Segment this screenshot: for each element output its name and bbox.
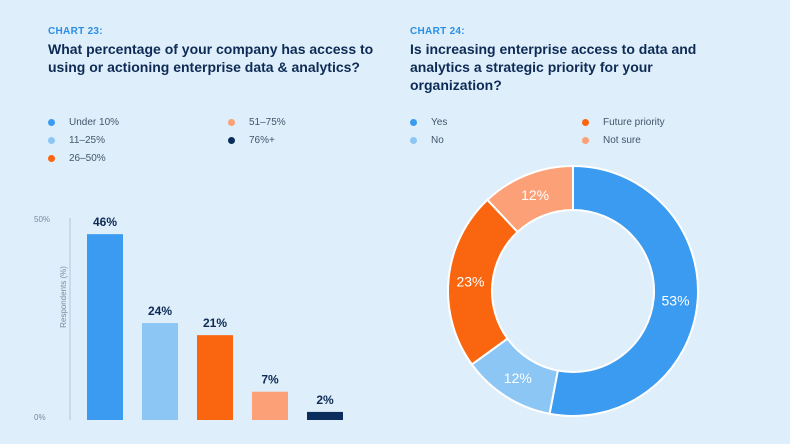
legend-label: 26–50%	[69, 152, 106, 164]
bar-4	[307, 411, 343, 420]
legend-label: Future priority	[603, 116, 665, 128]
legend-swatch-icon	[410, 136, 417, 144]
legend-item-no: No	[410, 134, 444, 146]
chart-23-panel: CHART 23: What percentage of your compan…	[34, 26, 374, 422]
bar-1	[142, 323, 178, 420]
legend-item-26-50: 26–50%	[48, 152, 106, 164]
legend-item-future-priority: Future priority	[582, 116, 665, 128]
slice-value-label: 12%	[504, 370, 532, 386]
legend-label: Yes	[431, 116, 448, 128]
bar-value-label: 24%	[148, 304, 172, 318]
legend-swatch-icon	[582, 136, 589, 144]
legend-swatch-icon	[48, 118, 55, 126]
bar-value-label: 46%	[93, 215, 117, 229]
legend-swatch-icon	[410, 118, 417, 126]
bar-value-label: 2%	[316, 393, 334, 407]
bar-2	[197, 335, 233, 420]
legend-label: Under 10%	[69, 116, 120, 128]
legend-label: Not sure	[603, 134, 641, 146]
legend-label: No	[431, 134, 444, 146]
bar-chart: 50% 0% Respondents (%) 46% 24% 21% 7% 2%	[34, 215, 343, 422]
y-axis-title: Respondents (%)	[59, 266, 68, 328]
slice-value-label: 12%	[521, 187, 549, 203]
legend-swatch-icon	[48, 136, 55, 144]
legend-label: 11–25%	[69, 134, 105, 146]
slice-value-label: 53%	[662, 293, 690, 309]
legend-item-51-75: 51–75%	[228, 116, 286, 128]
legend-swatch-icon	[48, 154, 55, 162]
bar-value-label: 21%	[203, 316, 227, 330]
bar-3	[252, 391, 288, 420]
y-tick-label-50: 50%	[34, 215, 50, 224]
legend-swatch-icon	[228, 136, 235, 144]
legend-swatch-icon	[582, 118, 589, 126]
bar-0	[87, 234, 123, 420]
bar-value-label: 7%	[261, 373, 279, 387]
slice-value-label: 23%	[456, 273, 484, 289]
donut-chart: 53% 12% 23% 12%	[447, 164, 699, 417]
legend-item-not-sure: Not sure	[582, 134, 641, 146]
chart-24-panel: CHART 24: Is increasing enterprise acces…	[395, 0, 790, 444]
legend-item-11-25: 11–25%	[48, 134, 105, 146]
y-tick-label-0: 0%	[34, 413, 46, 422]
legend-item-under-10: Under 10%	[48, 116, 119, 128]
chart-23-label: CHART 23:	[48, 26, 103, 37]
legend-item-yes: Yes	[410, 116, 447, 128]
chart-24-label: CHART 24:	[410, 26, 465, 37]
donut-slice-0	[548, 164, 699, 417]
legend-swatch-icon	[228, 118, 235, 126]
legend-label: 51–75%	[249, 116, 286, 128]
chart-23-title: What percentage of your company has acce…	[48, 41, 374, 75]
legend-label: 76%+	[249, 134, 275, 146]
donut-slice-3	[486, 164, 574, 234]
legend-item-76-plus: 76%+	[228, 134, 275, 146]
chart-24-title: Is increasing enterprise access to data …	[410, 41, 697, 93]
